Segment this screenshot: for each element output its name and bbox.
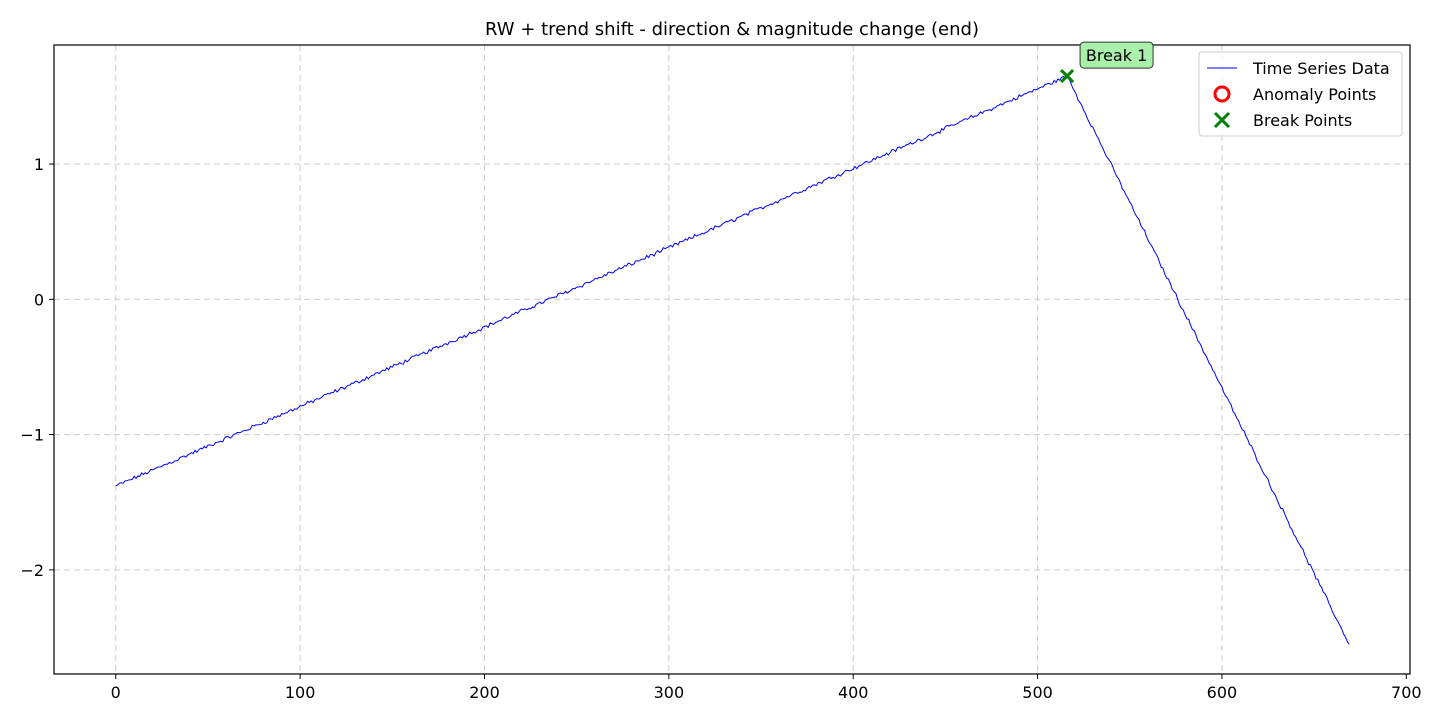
x-tick-label: 400 [838,683,869,702]
x-tick-label: 700 [1391,683,1422,702]
legend: Time Series Data Anomaly Points Break Poin… [1198,51,1403,137]
legend-x-key [1213,111,1231,129]
y-tick-label: −1 [20,426,44,445]
grid-lines [54,45,1410,674]
time-series-line [115,75,1350,645]
x-tick-label: 0 [111,683,121,702]
legend-box [1198,51,1403,137]
chart-title: RW + trend shift - direction & magnitude… [485,19,979,40]
annotation-box [1079,41,1154,69]
annotations: Break 1 [1079,41,1154,69]
x-tick-label: 300 [654,683,685,702]
axis-ticks: 0 100 200 300 400 500 600 700 −2 −1 0 1 [20,155,1421,702]
break-markers [1060,69,1075,84]
y-tick-label: −2 [20,561,44,580]
legend-label: Time Series Data [1252,59,1390,78]
y-tick-label: 0 [34,290,44,309]
annotation-label: Break 1 [1086,46,1147,65]
x-tick-label: 100 [285,683,316,702]
plot-frame [53,44,1411,675]
y-tick-label: 1 [34,155,44,174]
break-x-stroke [1060,69,1075,84]
legend-label: Break Points [1253,111,1352,130]
legend-label: Anomaly Points [1253,85,1376,104]
x-tick-label: 600 [1207,683,1238,702]
x-tick-label: 500 [1022,683,1053,702]
break-point-marker [1060,69,1075,84]
legend-circle-key [1213,85,1231,103]
series-layer [115,75,1350,645]
x-tick-label: 200 [469,683,500,702]
